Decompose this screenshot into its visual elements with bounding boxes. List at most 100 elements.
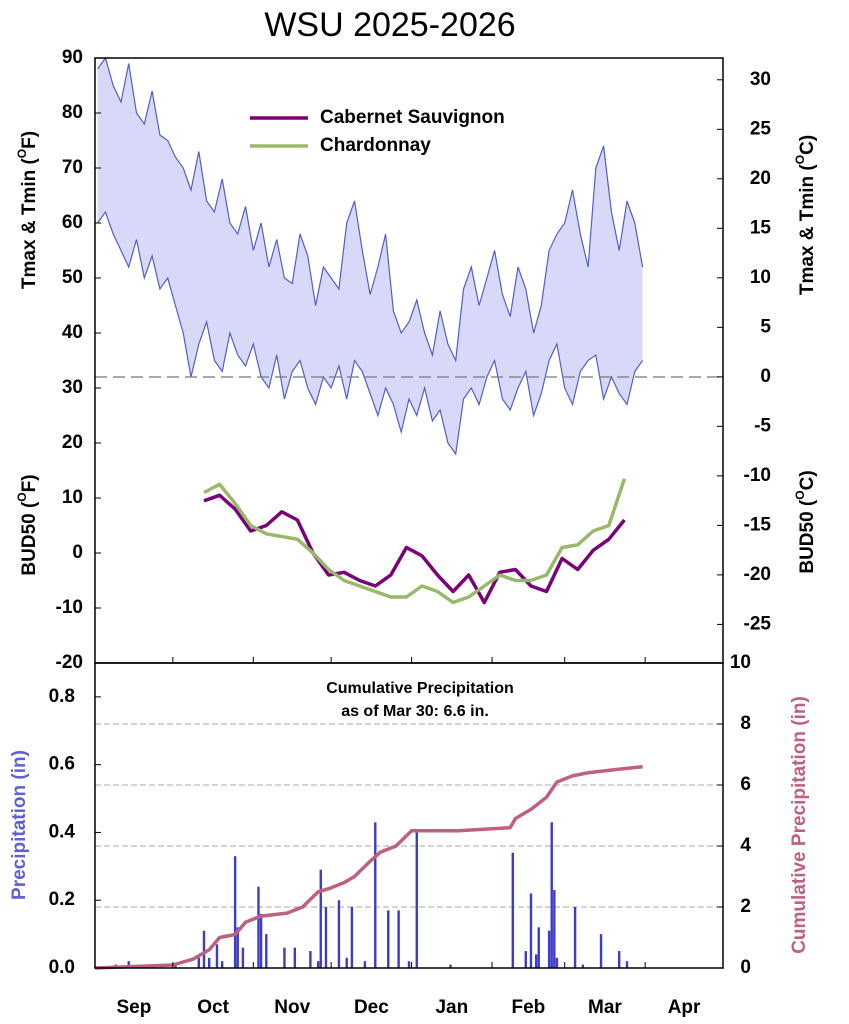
y-tick-label: 0.4 <box>49 821 76 842</box>
bar <box>259 913 263 968</box>
y-axis-label: Tmax & Tmin (OF) <box>15 131 40 289</box>
y2-tick-label: 0 <box>740 957 751 978</box>
label-sup: O <box>15 149 29 158</box>
chart-title: WSU 2025-2026 <box>264 6 515 44</box>
bar <box>374 822 377 968</box>
bar <box>215 944 219 968</box>
bar <box>265 934 268 968</box>
bar <box>197 957 201 968</box>
legend-label: Cabernet Sauvignon <box>320 107 505 128</box>
temperature-band <box>97 58 643 454</box>
y-axis-label: Precipitation (in) <box>9 750 30 900</box>
label-sup: O <box>793 155 807 164</box>
bar <box>241 947 245 968</box>
y-tick-label: 0.2 <box>49 889 75 910</box>
y-tick-label: 30 <box>62 377 83 398</box>
annotation: as of Mar 30: 6.6 in. <box>341 703 489 720</box>
x-tick-label: Mar <box>588 997 622 1018</box>
y-tick-label: 80 <box>62 102 83 123</box>
x-tick-label: Apr <box>668 997 701 1018</box>
bar <box>550 822 553 968</box>
tmin-line <box>97 210 644 456</box>
bar <box>220 961 224 968</box>
x-tick-label: Feb <box>511 997 545 1018</box>
y-tick-label: 60 <box>62 212 83 233</box>
bar <box>174 964 177 968</box>
bar <box>524 951 527 968</box>
bud50-line <box>203 493 626 605</box>
y2-tick-label: -10 <box>744 465 771 486</box>
bar <box>553 890 556 968</box>
y2-tick-label: -15 <box>744 514 772 535</box>
y2-axis-label: Tmax & Tmin (OC) <box>793 135 818 295</box>
bar <box>387 910 390 968</box>
y-tick-label: 10 <box>62 487 83 508</box>
annotation: Cumulative Precipitation <box>326 680 514 697</box>
y2-axis-label: Cumulative Precipitation (in) <box>789 696 810 954</box>
y2-tick-label: 25 <box>750 118 772 139</box>
bar <box>555 957 559 968</box>
bar <box>547 930 551 968</box>
bar <box>127 961 130 968</box>
y2-tick-label: -5 <box>754 415 771 436</box>
bar <box>407 961 411 968</box>
y2-tick-label: 20 <box>750 168 771 189</box>
y-tick-label: -10 <box>56 597 83 618</box>
label-part: F) <box>19 131 40 149</box>
y2-tick-label: -20 <box>744 564 771 585</box>
bar <box>573 907 577 968</box>
bar <box>625 961 629 968</box>
bar <box>293 947 297 968</box>
label-part: BUD50 ( <box>797 499 818 574</box>
x-tick-label: Sep <box>116 997 151 1018</box>
y2-tick-label: 10 <box>730 652 751 673</box>
y2-tick-label: 5 <box>760 316 771 337</box>
bar <box>534 954 538 968</box>
bar <box>350 907 354 968</box>
bar <box>202 930 206 968</box>
bar <box>449 964 452 968</box>
y-axis-label: BUD50 (OF) <box>15 474 40 575</box>
bar <box>581 964 585 968</box>
label-part: C) <box>797 135 818 155</box>
y-tick-label: -20 <box>56 652 83 673</box>
tmax-line <box>97 56 644 363</box>
y2-tick-label: 10 <box>750 267 771 288</box>
y2-tick-label: 30 <box>750 69 771 90</box>
bar <box>233 856 237 968</box>
bar <box>397 910 400 968</box>
legend-label: Chardonnay <box>320 135 431 156</box>
y-tick-label: 20 <box>62 432 83 453</box>
y-tick-label: 90 <box>62 47 83 68</box>
y2-tick-label: 0 <box>760 366 771 387</box>
bar <box>309 951 312 968</box>
plot-frame <box>94 662 724 969</box>
y2-tick-label: 15 <box>750 217 772 238</box>
x-tick-label: Nov <box>274 997 310 1018</box>
bar <box>236 927 239 968</box>
y-tick-label: 0.0 <box>49 957 75 978</box>
bar <box>257 886 260 968</box>
bar <box>415 829 418 968</box>
y2-tick-label: -25 <box>744 613 772 634</box>
bar <box>283 947 286 968</box>
label-part: F) <box>19 474 40 492</box>
bar <box>316 961 320 968</box>
bar <box>324 907 328 968</box>
y-tick-label: 50 <box>62 267 83 288</box>
y-tick-label: 0.6 <box>49 754 75 775</box>
x-tick-label: Oct <box>197 997 229 1018</box>
bar <box>617 951 621 968</box>
x-tick-label: Jan <box>435 997 468 1018</box>
bar <box>345 957 348 968</box>
label-part: Tmax & Tmin ( <box>797 164 818 296</box>
y-tick-label: 0 <box>72 542 83 563</box>
y2-tick-label: 6 <box>740 774 751 795</box>
cumulative-line <box>94 764 643 970</box>
label-sup: O <box>793 490 807 499</box>
y2-tick-label: 4 <box>740 835 751 856</box>
bar <box>537 927 540 968</box>
bar <box>319 869 322 968</box>
x-tick-label: Dec <box>354 997 389 1018</box>
